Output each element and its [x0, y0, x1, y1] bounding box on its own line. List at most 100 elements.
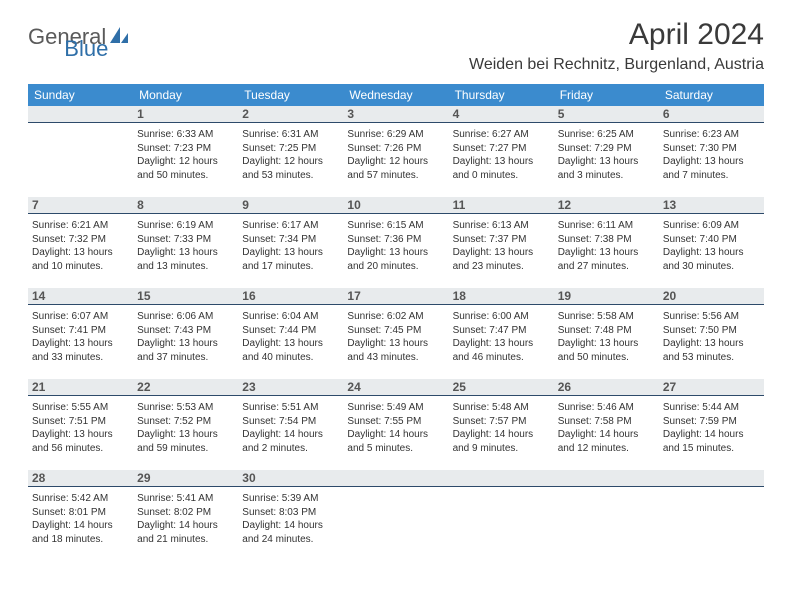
logo: General Blue: [28, 24, 176, 50]
day-number-cell: 19: [554, 288, 659, 305]
day-number-cell: [343, 470, 448, 487]
day-cell: Sunrise: 6:00 AMSunset: 7:47 PMDaylight:…: [449, 305, 554, 379]
day-cell: Sunrise: 5:39 AMSunset: 8:03 PMDaylight:…: [238, 487, 343, 561]
day-cell-text: Sunrise: 6:13 AMSunset: 7:37 PMDaylight:…: [453, 217, 550, 273]
day-cell-text: Sunrise: 6:17 AMSunset: 7:34 PMDaylight:…: [242, 217, 339, 273]
day-cell-text: Sunrise: 6:27 AMSunset: 7:27 PMDaylight:…: [453, 126, 550, 182]
day-cell: Sunrise: 6:29 AMSunset: 7:26 PMDaylight:…: [343, 123, 448, 197]
dayhead: Wednesday: [343, 84, 448, 106]
day-cell-text: Sunrise: 6:31 AMSunset: 7:25 PMDaylight:…: [242, 126, 339, 182]
day-cell: Sunrise: 5:42 AMSunset: 8:01 PMDaylight:…: [28, 487, 133, 561]
day-cell-text: Sunrise: 6:29 AMSunset: 7:26 PMDaylight:…: [347, 126, 444, 182]
day-number-cell: 3: [343, 106, 448, 123]
day-cell-text: [663, 490, 760, 492]
day-number-cell: 25: [449, 379, 554, 396]
title-block: April 2024 Weiden bei Rechnitz, Burgenla…: [469, 18, 764, 74]
location-text: Weiden bei Rechnitz, Burgenland, Austria: [469, 56, 764, 74]
calendar-grid: SundayMondayTuesdayWednesdayThursdayFrid…: [28, 84, 764, 561]
day-cell: Sunrise: 6:23 AMSunset: 7:30 PMDaylight:…: [659, 123, 764, 197]
dayhead: Saturday: [659, 84, 764, 106]
day-cell-text: Sunrise: 5:55 AMSunset: 7:51 PMDaylight:…: [32, 399, 129, 455]
day-cell-text: Sunrise: 6:02 AMSunset: 7:45 PMDaylight:…: [347, 308, 444, 364]
logo-text-blue: Blue: [64, 36, 108, 62]
day-cell-text: Sunrise: 5:46 AMSunset: 7:58 PMDaylight:…: [558, 399, 655, 455]
day-cell: Sunrise: 5:48 AMSunset: 7:57 PMDaylight:…: [449, 396, 554, 470]
day-number-cell: 18: [449, 288, 554, 305]
day-number-cell: [28, 106, 133, 123]
day-cell-text: Sunrise: 5:58 AMSunset: 7:48 PMDaylight:…: [558, 308, 655, 364]
day-cell: Sunrise: 6:06 AMSunset: 7:43 PMDaylight:…: [133, 305, 238, 379]
day-number-cell: 10: [343, 197, 448, 214]
day-cell-text: Sunrise: 6:19 AMSunset: 7:33 PMDaylight:…: [137, 217, 234, 273]
day-cell-text: Sunrise: 6:21 AMSunset: 7:32 PMDaylight:…: [32, 217, 129, 273]
day-number-cell: [659, 470, 764, 487]
day-cell: Sunrise: 5:41 AMSunset: 8:02 PMDaylight:…: [133, 487, 238, 561]
day-number-cell: [449, 470, 554, 487]
logo-sail-icon: [108, 25, 130, 50]
day-cell-text: Sunrise: 6:07 AMSunset: 7:41 PMDaylight:…: [32, 308, 129, 364]
day-cell: Sunrise: 5:58 AMSunset: 7:48 PMDaylight:…: [554, 305, 659, 379]
dayhead: Friday: [554, 84, 659, 106]
day-number-cell: 27: [659, 379, 764, 396]
day-cell-text: Sunrise: 6:04 AMSunset: 7:44 PMDaylight:…: [242, 308, 339, 364]
day-cell-text: Sunrise: 6:15 AMSunset: 7:36 PMDaylight:…: [347, 217, 444, 273]
day-cell-text: Sunrise: 6:00 AMSunset: 7:47 PMDaylight:…: [453, 308, 550, 364]
month-title: April 2024: [469, 18, 764, 52]
day-number-cell: 16: [238, 288, 343, 305]
day-cell-text: Sunrise: 6:23 AMSunset: 7:30 PMDaylight:…: [663, 126, 760, 182]
day-number-cell: 4: [449, 106, 554, 123]
dayhead: Sunday: [28, 84, 133, 106]
day-cell: Sunrise: 5:55 AMSunset: 7:51 PMDaylight:…: [28, 396, 133, 470]
day-cell-text: [453, 490, 550, 492]
day-number-cell: 1: [133, 106, 238, 123]
day-cell: Sunrise: 6:25 AMSunset: 7:29 PMDaylight:…: [554, 123, 659, 197]
day-number-cell: 5: [554, 106, 659, 123]
day-number-cell: 2: [238, 106, 343, 123]
day-cell: Sunrise: 6:13 AMSunset: 7:37 PMDaylight:…: [449, 214, 554, 288]
day-number-cell: 6: [659, 106, 764, 123]
day-number-cell: 12: [554, 197, 659, 214]
day-cell-text: Sunrise: 5:48 AMSunset: 7:57 PMDaylight:…: [453, 399, 550, 455]
day-cell: [343, 487, 448, 561]
day-cell: Sunrise: 6:02 AMSunset: 7:45 PMDaylight:…: [343, 305, 448, 379]
day-cell: Sunrise: 6:09 AMSunset: 7:40 PMDaylight:…: [659, 214, 764, 288]
header-row: General Blue April 2024 Weiden bei Rechn…: [28, 18, 764, 74]
day-cell-text: Sunrise: 6:11 AMSunset: 7:38 PMDaylight:…: [558, 217, 655, 273]
day-cell: Sunrise: 6:11 AMSunset: 7:38 PMDaylight:…: [554, 214, 659, 288]
day-number-cell: [554, 470, 659, 487]
day-number-cell: 21: [28, 379, 133, 396]
day-cell: Sunrise: 6:17 AMSunset: 7:34 PMDaylight:…: [238, 214, 343, 288]
day-cell-text: Sunrise: 5:42 AMSunset: 8:01 PMDaylight:…: [32, 490, 129, 546]
day-cell-text: Sunrise: 6:09 AMSunset: 7:40 PMDaylight:…: [663, 217, 760, 273]
day-number-cell: 13: [659, 197, 764, 214]
day-cell: Sunrise: 5:46 AMSunset: 7:58 PMDaylight:…: [554, 396, 659, 470]
day-cell-text: Sunrise: 5:51 AMSunset: 7:54 PMDaylight:…: [242, 399, 339, 455]
day-cell: Sunrise: 6:21 AMSunset: 7:32 PMDaylight:…: [28, 214, 133, 288]
day-number-cell: 8: [133, 197, 238, 214]
day-number-cell: 22: [133, 379, 238, 396]
day-cell-text: [347, 490, 444, 492]
day-number-cell: 30: [238, 470, 343, 487]
dayhead: Thursday: [449, 84, 554, 106]
day-number-cell: 24: [343, 379, 448, 396]
day-cell-text: [32, 126, 129, 128]
day-cell-text: [558, 490, 655, 492]
day-cell: Sunrise: 6:19 AMSunset: 7:33 PMDaylight:…: [133, 214, 238, 288]
dayhead: Tuesday: [238, 84, 343, 106]
day-cell-text: Sunrise: 5:56 AMSunset: 7:50 PMDaylight:…: [663, 308, 760, 364]
day-cell-text: Sunrise: 5:39 AMSunset: 8:03 PMDaylight:…: [242, 490, 339, 546]
day-number-cell: 14: [28, 288, 133, 305]
day-cell-text: Sunrise: 5:53 AMSunset: 7:52 PMDaylight:…: [137, 399, 234, 455]
day-cell-text: Sunrise: 6:33 AMSunset: 7:23 PMDaylight:…: [137, 126, 234, 182]
day-cell: Sunrise: 6:33 AMSunset: 7:23 PMDaylight:…: [133, 123, 238, 197]
day-cell: Sunrise: 5:56 AMSunset: 7:50 PMDaylight:…: [659, 305, 764, 379]
day-number-cell: 17: [343, 288, 448, 305]
day-number-cell: 23: [238, 379, 343, 396]
day-cell-text: Sunrise: 6:06 AMSunset: 7:43 PMDaylight:…: [137, 308, 234, 364]
day-cell: Sunrise: 6:27 AMSunset: 7:27 PMDaylight:…: [449, 123, 554, 197]
day-cell: Sunrise: 6:04 AMSunset: 7:44 PMDaylight:…: [238, 305, 343, 379]
day-cell-text: Sunrise: 6:25 AMSunset: 7:29 PMDaylight:…: [558, 126, 655, 182]
day-cell: Sunrise: 5:51 AMSunset: 7:54 PMDaylight:…: [238, 396, 343, 470]
calendar-page: General Blue April 2024 Weiden bei Rechn…: [0, 0, 792, 579]
day-cell: [28, 123, 133, 197]
